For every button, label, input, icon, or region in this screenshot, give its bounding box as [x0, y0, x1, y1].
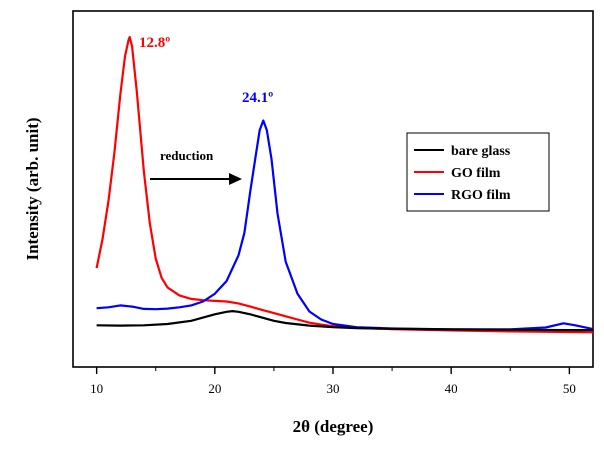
rgo-peak-label: 24.1º [242, 90, 273, 106]
x-tick-label-10: 10 [90, 381, 103, 396]
legend-label-go-film: GO film [451, 166, 501, 181]
x-tick-label-30: 30 [327, 381, 340, 396]
x-tick-label-40: 40 [445, 381, 458, 396]
reduction-label: reduction [160, 148, 214, 163]
legend-label-bare-glass: bare glass [451, 144, 511, 159]
x-axis: 10 20 30 40 50 [90, 367, 576, 396]
legend: bare glass GO film RGO film [406, 132, 550, 212]
x-tick-label-50: 50 [563, 381, 576, 396]
plot-lines [95, 35, 594, 334]
reduction-arrow-icon [229, 173, 242, 185]
x-tick-label-20: 20 [208, 381, 221, 396]
x-axis-title: 2θ (degree) [293, 417, 374, 436]
go-peak-label: 12.8º [139, 35, 170, 51]
legend-label-rgo-film: RGO film [451, 188, 511, 203]
series-line-bare-glass [96, 310, 593, 332]
y-axis-title: Intensity (arb. unit) [23, 117, 42, 260]
